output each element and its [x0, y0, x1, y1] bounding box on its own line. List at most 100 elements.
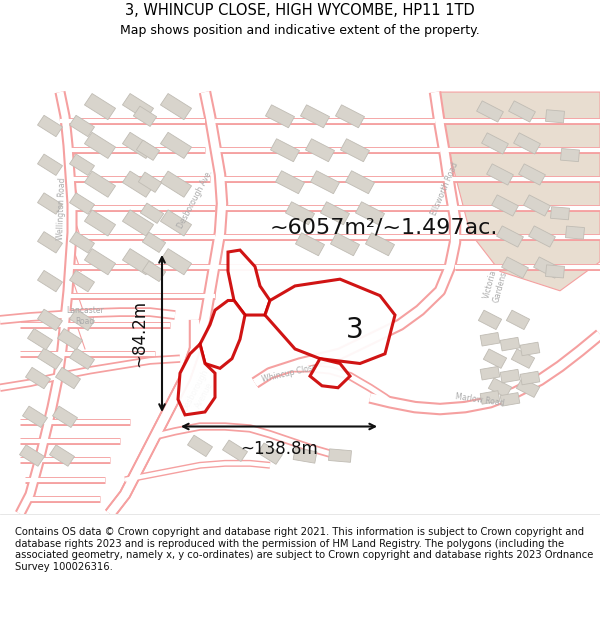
Bar — [517, 378, 539, 398]
Bar — [122, 132, 154, 159]
Polygon shape — [265, 279, 395, 364]
Bar — [56, 368, 80, 389]
Bar — [38, 232, 62, 253]
Bar — [511, 349, 535, 368]
Bar — [500, 338, 520, 351]
Bar — [488, 378, 512, 398]
Bar — [305, 139, 335, 162]
Text: Desborough Ave.: Desborough Ave. — [176, 168, 214, 229]
Bar — [160, 94, 191, 120]
Bar — [38, 193, 62, 214]
Bar — [140, 203, 164, 223]
Bar — [70, 348, 94, 369]
Bar — [28, 329, 52, 350]
Bar — [346, 171, 374, 194]
Bar — [520, 371, 540, 385]
Bar — [85, 210, 116, 236]
Bar — [26, 368, 50, 389]
Bar — [320, 202, 350, 225]
Bar — [487, 164, 514, 185]
Bar — [533, 257, 560, 278]
Bar — [497, 226, 523, 247]
Bar — [139, 172, 161, 192]
Bar — [518, 164, 545, 185]
Text: Desborough
Avenue: Desborough Avenue — [181, 368, 220, 418]
Bar — [301, 105, 329, 127]
Bar — [70, 115, 94, 137]
Bar — [310, 171, 340, 194]
Bar — [482, 133, 508, 154]
Bar — [480, 332, 500, 346]
Bar — [502, 257, 529, 278]
Bar — [484, 349, 506, 368]
Polygon shape — [228, 250, 270, 315]
Bar — [545, 265, 565, 278]
Bar — [70, 232, 94, 253]
Text: Map shows position and indicative extent of the property.: Map shows position and indicative extent… — [120, 24, 480, 37]
Text: 3, WHINCUP CLOSE, HIGH WYCOMBE, HP11 1TD: 3, WHINCUP CLOSE, HIGH WYCOMBE, HP11 1TD — [125, 3, 475, 18]
Bar — [133, 106, 157, 126]
Bar — [85, 94, 116, 120]
Text: Whincup Close: Whincup Close — [262, 362, 319, 384]
Bar — [566, 226, 584, 239]
Bar — [265, 105, 295, 127]
Bar — [53, 406, 77, 428]
Bar — [355, 202, 385, 225]
Bar — [331, 232, 359, 256]
Bar — [50, 445, 74, 466]
Bar — [524, 195, 550, 216]
Bar — [85, 132, 116, 159]
Bar — [529, 226, 556, 247]
Bar — [271, 139, 299, 162]
Polygon shape — [178, 344, 215, 415]
Bar — [506, 310, 530, 329]
Text: Lancaster
Road: Lancaster Road — [66, 306, 104, 326]
Text: ~138.8m: ~138.8m — [240, 440, 318, 458]
Bar — [142, 261, 166, 281]
Bar — [500, 369, 520, 383]
Bar — [58, 329, 82, 350]
Text: Marlow Road: Marlow Road — [455, 392, 505, 408]
Polygon shape — [310, 359, 350, 388]
Bar — [293, 448, 317, 463]
Bar — [70, 154, 94, 176]
Bar — [520, 342, 540, 356]
Bar — [160, 210, 191, 236]
Bar — [509, 101, 535, 122]
Polygon shape — [200, 301, 245, 368]
Bar — [122, 171, 154, 198]
Bar — [160, 171, 191, 198]
Bar — [223, 440, 247, 461]
Bar — [122, 94, 154, 120]
Bar — [85, 249, 116, 275]
Polygon shape — [440, 92, 600, 291]
Text: ~6057m²/~1.497ac.: ~6057m²/~1.497ac. — [270, 217, 499, 238]
Bar — [295, 232, 325, 256]
Bar — [122, 249, 154, 275]
Bar — [491, 195, 518, 216]
Bar — [20, 445, 44, 466]
Bar — [480, 391, 500, 404]
Bar — [70, 271, 94, 292]
Bar — [38, 348, 62, 369]
Text: 3: 3 — [346, 316, 364, 344]
Bar — [142, 232, 166, 253]
Bar — [257, 443, 283, 464]
Bar — [160, 249, 191, 275]
Bar — [335, 105, 365, 127]
Bar — [38, 115, 62, 137]
Bar — [545, 110, 565, 123]
Bar — [340, 139, 370, 162]
Text: Victoria
Gardens: Victoria Gardens — [481, 268, 509, 304]
Bar — [70, 193, 94, 214]
Bar — [480, 366, 500, 380]
Bar — [160, 132, 191, 159]
Bar — [365, 232, 395, 256]
Bar — [551, 207, 569, 220]
Bar — [38, 271, 62, 292]
Bar — [38, 154, 62, 176]
Text: Wellington Road: Wellington Road — [56, 177, 68, 240]
Bar — [188, 435, 212, 457]
Bar — [478, 310, 502, 329]
Text: Contains OS data © Crown copyright and database right 2021. This information is : Contains OS data © Crown copyright and d… — [15, 527, 593, 572]
